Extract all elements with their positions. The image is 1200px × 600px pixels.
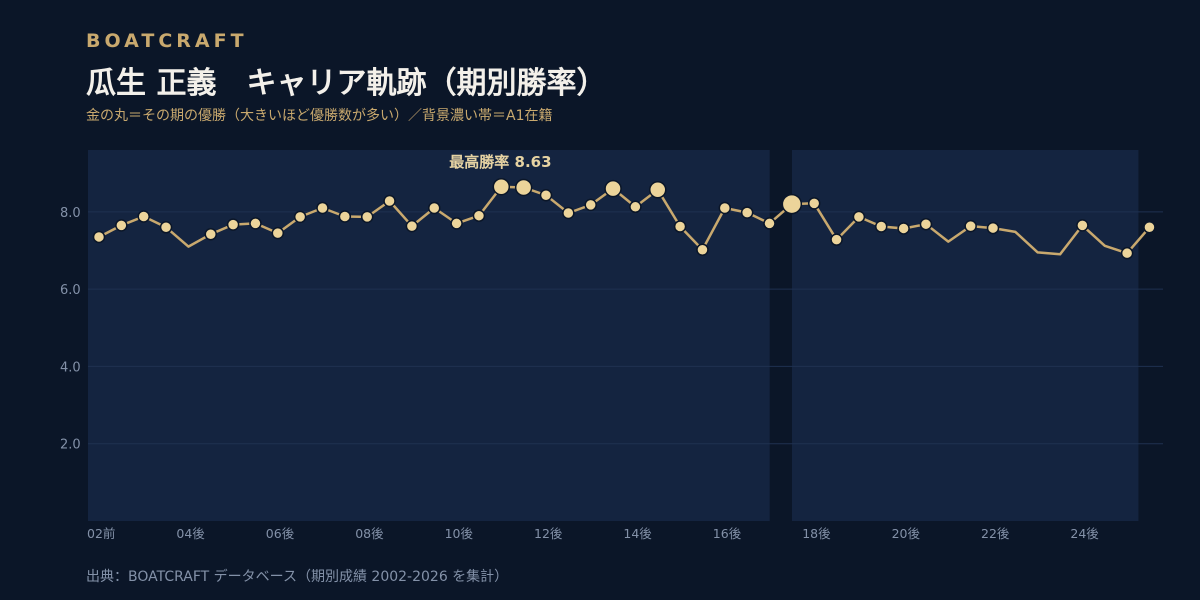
win-marker	[718, 201, 732, 215]
win-marker	[807, 197, 821, 210]
chart-subtitle: 金の丸＝その期の優勝（大きいほど優勝数が多い）／背景濃い帯＝A1在籍	[86, 108, 553, 124]
win-marker	[159, 221, 173, 234]
win-marker	[514, 178, 533, 197]
y-tick-label: 8.0	[60, 206, 81, 221]
win-marker	[539, 188, 553, 202]
win-marker	[137, 210, 150, 223]
win-marker	[1143, 221, 1156, 234]
win-marker	[763, 217, 776, 230]
y-tick-label: 2.0	[60, 438, 81, 453]
win-marker	[875, 220, 888, 233]
source-note: 出典：BOATCRAFT データベース（期別成績 2002-2026 を集計）	[86, 569, 509, 585]
win-marker	[562, 206, 575, 220]
win-marker	[781, 193, 803, 215]
win-marker	[1120, 246, 1134, 260]
x-tick-label: 16後	[713, 526, 742, 541]
win-marker	[1076, 219, 1089, 232]
win-marker	[852, 210, 866, 224]
x-tick-label: 04後	[176, 526, 205, 541]
win-marker	[383, 194, 396, 208]
win-marker	[204, 227, 217, 241]
win-marker	[986, 221, 1000, 235]
x-tick-label: 24後	[1070, 526, 1099, 541]
x-tick-label: 08後	[355, 526, 384, 541]
win-marker	[919, 217, 933, 231]
win-marker	[316, 201, 329, 215]
win-marker	[492, 177, 511, 196]
brand-label: BOATCRAFT	[86, 30, 248, 52]
x-tick-label: 10後	[445, 526, 474, 541]
x-tick-label: 18後	[802, 526, 831, 541]
win-marker	[271, 226, 285, 240]
win-marker	[293, 210, 307, 224]
y-tick-label: 6.0	[60, 283, 81, 298]
x-tick-label: 14後	[623, 526, 652, 541]
x-tick-label: 22後	[981, 526, 1010, 541]
win-marker	[964, 219, 977, 233]
x-tick-label: 20後	[892, 526, 921, 541]
y-tick-label: 4.0	[60, 360, 81, 375]
page-title: 瓜生 正義 キャリア軌跡（期別勝率）	[86, 66, 607, 101]
win-marker	[696, 243, 709, 256]
win-marker	[360, 210, 374, 224]
x-tick-label: 12後	[534, 526, 563, 541]
max-rate-annotation: 最高勝率 8.63	[449, 153, 551, 171]
win-marker	[92, 230, 106, 244]
x-tick-label: 06後	[266, 526, 295, 541]
win-marker	[249, 217, 262, 230]
win-marker	[649, 181, 667, 199]
win-marker	[584, 198, 597, 212]
win-marker	[472, 209, 486, 222]
win-marker	[673, 220, 687, 233]
win-marker	[115, 219, 128, 232]
win-marker	[897, 222, 910, 235]
win-marker	[450, 217, 463, 230]
win-marker	[338, 210, 352, 223]
win-marker	[629, 200, 642, 214]
win-marker	[830, 233, 843, 246]
a1-band-2	[792, 150, 1139, 521]
win-marker	[405, 219, 419, 233]
win-marker	[226, 218, 240, 231]
win-marker	[428, 201, 441, 215]
x-tick-label: 02前	[87, 526, 115, 541]
win-marker	[740, 206, 754, 219]
win-marker	[604, 179, 622, 198]
